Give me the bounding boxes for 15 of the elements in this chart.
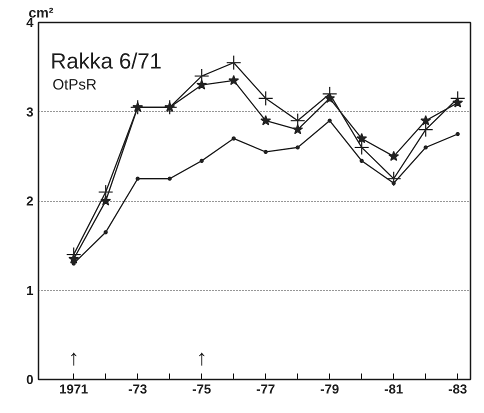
y-tick-label: 2	[26, 194, 34, 208]
x-tick-label: -77	[256, 382, 276, 396]
x-tick-label: -83	[448, 382, 468, 396]
text: OtPsR	[52, 76, 97, 94]
y-tick-label: 1	[26, 282, 34, 298]
x-tick-label: 1971	[59, 382, 88, 396]
x-tick-label: -75	[192, 382, 212, 396]
y-tick-label: 3	[26, 104, 34, 120]
annotation: ↑	[68, 345, 80, 370]
x-tick-label: -73	[128, 382, 148, 396]
text: Rakka 6/71	[50, 48, 162, 74]
x-tick-label: -79	[320, 382, 340, 396]
y-tick-label: 0	[26, 372, 34, 387]
annotation: ↑	[196, 345, 208, 370]
x-tick-label: -81	[384, 382, 404, 396]
